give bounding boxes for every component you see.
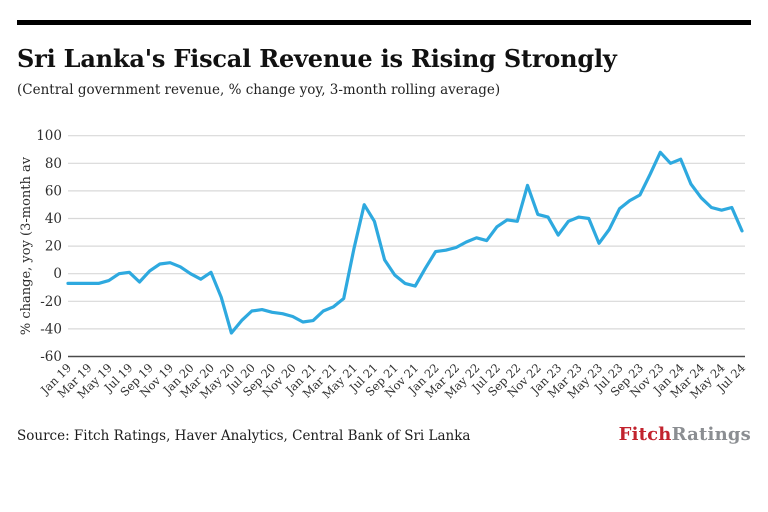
y-tick-label: 0	[53, 266, 62, 282]
y-tick-label: -60	[40, 349, 62, 365]
source-note: Source: Fitch Ratings, Haver Analytics, …	[17, 428, 471, 444]
y-axis-title: % change, yoy (3-month av	[19, 156, 34, 335]
y-axis-tick-labels: 100 80 60 40 20 0 -20 -40 -60	[36, 128, 62, 365]
top-rule	[17, 20, 751, 25]
gridlines	[68, 135, 745, 358]
chart-subtitle: (Central government revenue, % change yo…	[17, 82, 501, 98]
revenue-line	[66, 150, 744, 335]
y-tick-label: 80	[45, 156, 62, 172]
logo-ratings: Ratings	[671, 424, 751, 445]
y-tick-label: 60	[45, 183, 62, 199]
y-tick-label: -40	[40, 321, 62, 337]
logo-fitch: Fitch	[618, 424, 672, 445]
footer-row: Source: Fitch Ratings, Haver Analytics, …	[17, 424, 751, 445]
fitch-ratings-logo: FitchRatings	[619, 424, 751, 445]
y-tick-label: 20	[45, 239, 62, 255]
y-tick-label: 40	[45, 211, 62, 227]
plot-area: 100 80 60 40 20 0 -20 -40 -60 Jan 19 Mar 19 May 19…	[0, 100, 768, 415]
y-tick-label: 100	[36, 128, 62, 144]
y-tick-label: -20	[40, 294, 62, 310]
chart-title: Sri Lanka's Fiscal Revenue is Rising Str…	[17, 44, 617, 73]
